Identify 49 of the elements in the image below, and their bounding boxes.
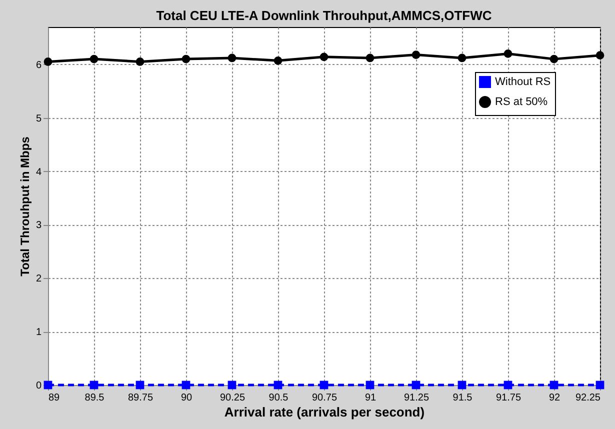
y-tick-label: 6 [36,60,42,71]
point [458,54,466,62]
point [274,56,282,65]
legend-label: RS at 50% [495,96,548,108]
point [550,380,558,390]
x-tick-label: 90.75 [312,392,338,404]
x-tick-label: 89 [48,392,60,404]
x-axis-title: Arrival rate (arrivals per second) [224,404,425,420]
point [366,380,374,390]
y-tick-label: 4 [36,166,42,178]
point [44,58,52,66]
y-tick-label: 5 [36,113,42,124]
point [412,380,420,390]
point [136,58,144,66]
point [458,380,466,390]
y-tick-label: 2 [36,274,42,285]
x-tick-label: 91.25 [404,392,430,404]
x-tick-label: 89.5 [84,392,105,404]
x-tick-label: 89.75 [128,392,154,404]
point [596,51,604,60]
x-tick-label: 91.75 [496,392,522,404]
x-tick-label: 90.25 [220,392,246,404]
y-tick-label: 3 [36,220,42,232]
point [274,380,282,390]
y-axis-title: Total Throuhput in Mbps [18,136,32,276]
point [504,380,512,390]
point [90,380,98,390]
point [182,380,190,390]
point [504,50,512,58]
point [136,380,144,390]
point [366,54,374,62]
point [320,380,328,390]
x-tick-label: 92 [548,392,560,404]
x-tick-label: 91 [364,392,376,404]
x-tick-label: 90 [180,392,192,404]
point [182,54,190,64]
point [320,52,328,62]
point [228,54,236,62]
y-tick-label: 1 [36,327,42,338]
x-tick-label: 90.5 [268,392,289,404]
legend-label: Without RS [495,76,551,88]
point [550,54,558,64]
x-tick-label: 91.5 [452,392,473,404]
chart-title: Total CEU LTE-A Downlink Throuhput,AMMCS,OTFWC [156,8,492,23]
point [228,380,236,390]
y-tick-label: 0 [36,380,42,392]
point [90,54,98,64]
point [412,50,420,59]
x-tick-label: 92.25 [575,392,601,404]
